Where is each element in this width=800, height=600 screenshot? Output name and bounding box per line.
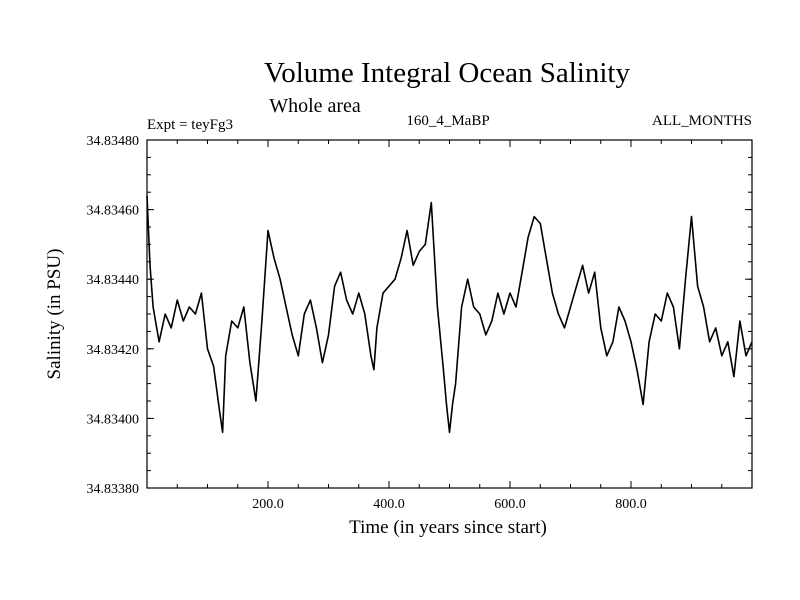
x-axis-label: Time (in years since start) <box>349 517 547 538</box>
expt-label: Expt = teyFg3 <box>147 117 233 133</box>
plot-area: 34.83380 34.83400 34.83420 34.83440 34.83460… <box>87 134 753 512</box>
y-tick-label: 34.83400 <box>87 412 140 427</box>
chart-title: Volume Integral Ocean Salinity <box>264 57 630 89</box>
run-label: 160_4_MaBP <box>406 113 489 129</box>
chart-subtitle: Whole area <box>269 95 361 117</box>
x-tick-label: 600.0 <box>494 497 526 512</box>
x-tick-label: 800.0 <box>615 497 647 512</box>
months-label: ALL_MONTHS <box>652 113 752 129</box>
y-axis-label: Salinity (in PSU) <box>44 249 65 380</box>
x-tick-label: 400.0 <box>373 497 405 512</box>
plot-frame <box>146 139 753 489</box>
y-tick-label: 34.83380 <box>87 482 140 497</box>
x-tick-label: 200.0 <box>252 497 284 512</box>
y-tick-label: 34.83440 <box>87 273 140 288</box>
y-tick-label: 34.83480 <box>87 134 140 149</box>
y-tick-label: 34.83420 <box>87 343 140 358</box>
y-tick-label: 34.83460 <box>87 204 140 219</box>
series-line-salinity <box>146 195 753 434</box>
